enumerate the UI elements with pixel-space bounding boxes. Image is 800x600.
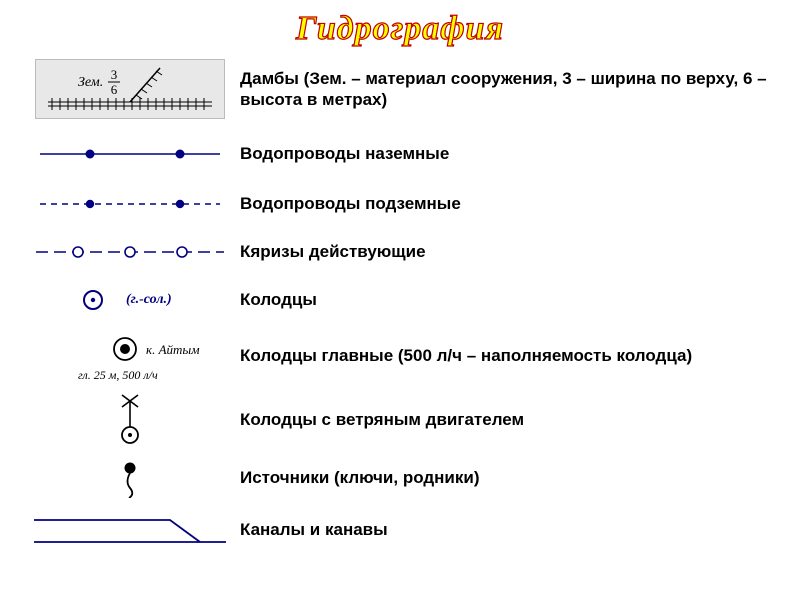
desc-dams: Дамбы (Зем. – материал сооружения, 3 – ш…	[240, 68, 782, 111]
row-well: (г.-сол.) Колодцы	[20, 280, 782, 320]
well-wind-icon	[110, 393, 150, 447]
row-canal: Каналы и канавы	[20, 508, 782, 552]
desc-well: Колодцы	[240, 289, 317, 310]
symbol-well: (г.-сол.)	[20, 287, 240, 313]
symbol-canal	[20, 512, 240, 548]
symbol-well-main: к. Айтым гл. 25 м, 500 л/ч	[20, 330, 240, 382]
desc-well-main: Колодцы главные (500 л/ч – наполняемость…	[240, 345, 692, 366]
desc-pipe-surface: Водопроводы наземные	[240, 143, 449, 164]
well-main-capacity: гл. 25 м, 500 л/ч	[78, 368, 158, 383]
desc-pipe-underground: Водопроводы подземные	[240, 193, 461, 214]
canal-icon	[30, 512, 230, 548]
desc-spring: Источники (ключи, родники)	[240, 467, 480, 488]
row-pipe-underground: Водопроводы подземные	[20, 184, 782, 224]
well-main-icon	[110, 334, 140, 364]
symbol-dams: Зем. 3 6	[20, 59, 240, 119]
dam-image-box: Зем. 3 6	[35, 59, 225, 119]
well-annot: (г.-сол.)	[126, 292, 172, 308]
legend-rows: Зем. 3 6 Дамбы (Зем. – материал сооружен…	[0, 54, 800, 560]
row-well-main: к. Айтым гл. 25 м, 500 л/ч Колодцы главн…	[20, 328, 782, 384]
row-well-wind: Колодцы с ветряным двигателем	[20, 392, 782, 448]
page-title: Гидрография	[0, 0, 800, 54]
desc-well-wind: Колодцы с ветряным двигателем	[240, 409, 524, 430]
row-spring: Источники (ключи, родники)	[20, 456, 782, 500]
symbol-spring	[20, 458, 240, 498]
dam-frac-bot: 6	[111, 82, 118, 97]
symbol-well-wind	[20, 393, 240, 447]
dam-material-label: Зем.	[78, 75, 103, 90]
desc-canal: Каналы и канавы	[240, 519, 388, 540]
well-icon	[80, 287, 106, 313]
well-main-name: к. Айтым	[146, 342, 200, 358]
desc-kariz: Кяризы действующие	[240, 241, 426, 262]
dam-frac-top: 3	[111, 67, 118, 82]
symbol-kariz	[20, 242, 240, 262]
symbol-pipe-underground	[20, 194, 240, 214]
row-kariz: Кяризы действующие	[20, 232, 782, 272]
row-pipe-surface: Водопроводы наземные	[20, 132, 782, 176]
symbol-pipe-surface	[20, 144, 240, 164]
row-dams: Зем. 3 6 Дамбы (Зем. – материал сооружен…	[20, 54, 782, 124]
spring-icon	[115, 458, 145, 498]
